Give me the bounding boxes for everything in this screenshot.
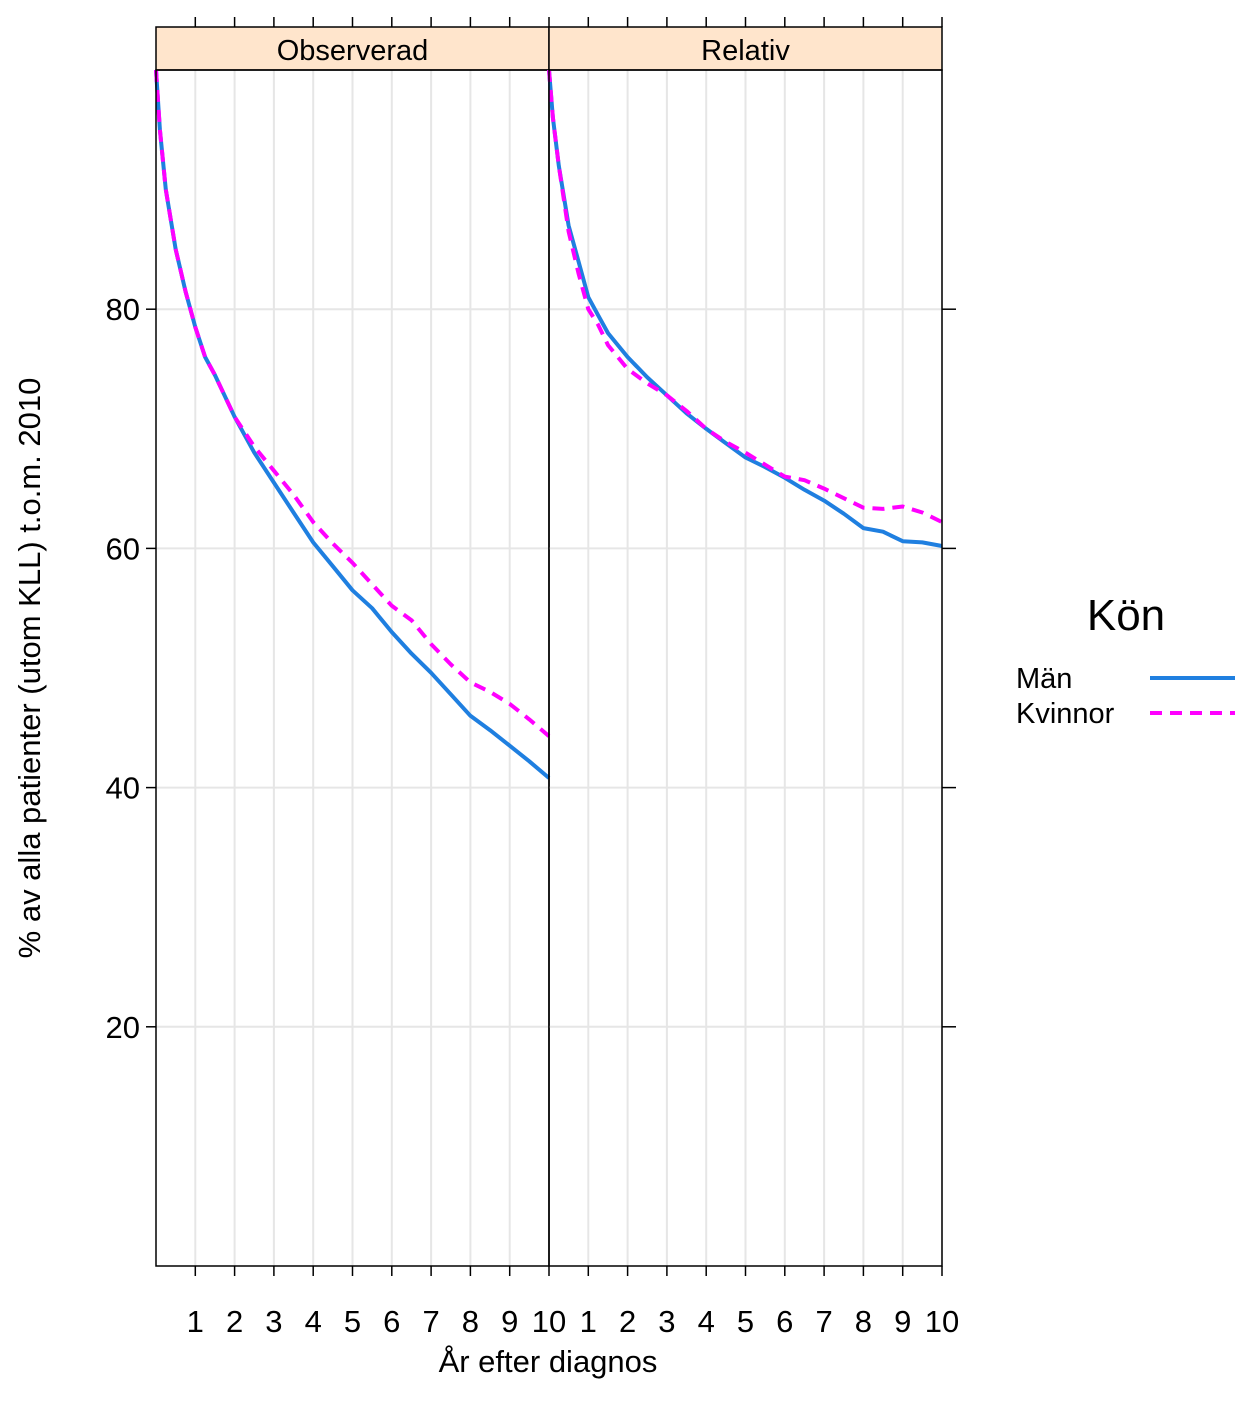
x-tick-label: 3 xyxy=(265,1304,282,1339)
x-tick-label: 8 xyxy=(462,1304,479,1339)
x-tick-label: 4 xyxy=(698,1304,715,1339)
panel-1: Observerad 1 2 3 4 5 6 7 8 9 10 xyxy=(154,17,566,1339)
x-tick-label: 2 xyxy=(619,1304,636,1339)
panel-strip xyxy=(548,26,943,71)
x-tick-label: 7 xyxy=(422,1304,439,1339)
legend-label: Kvinnor xyxy=(1016,698,1115,730)
x-tick-label: 8 xyxy=(855,1304,872,1339)
y-tick-label: 20 xyxy=(106,1010,140,1045)
y-tick-label: 40 xyxy=(106,771,140,806)
x-tick-label: 5 xyxy=(737,1304,754,1339)
panel-title: Observerad xyxy=(277,35,429,67)
x-tick-label: 10 xyxy=(532,1304,566,1339)
legend-label: Män xyxy=(1016,663,1072,695)
x-tick-label: 4 xyxy=(305,1304,322,1339)
y-tick-label: 80 xyxy=(106,292,140,327)
x-tick-label: 3 xyxy=(658,1304,675,1339)
series-line-kvinnor xyxy=(154,69,551,738)
series-line-kvinnor xyxy=(547,69,943,524)
x-tick-label: 7 xyxy=(815,1304,832,1339)
x-tick-label: 2 xyxy=(226,1304,243,1339)
x-tick-label: 9 xyxy=(501,1304,518,1339)
y-axis-title: % av alla patienter (utom KLL) t.o.m. 20… xyxy=(12,378,47,959)
x-tick-label: 1 xyxy=(580,1304,597,1339)
x-tick-label: 5 xyxy=(344,1304,361,1339)
x-tick-label: 1 xyxy=(187,1304,204,1339)
panel-title: Relativ xyxy=(701,35,790,67)
x-axis-title: År efter diagnos xyxy=(439,1344,658,1379)
series-line-man xyxy=(547,69,943,548)
x-tick-label: 9 xyxy=(894,1304,911,1339)
legend-title: Kön xyxy=(1087,591,1165,640)
y-tick-label: 60 xyxy=(106,531,140,566)
panel-2: Relativ 1 2 3 4 5 6 7 8 9 10 xyxy=(547,17,959,1339)
x-tick-label: 10 xyxy=(925,1304,959,1339)
panel-strip xyxy=(155,26,550,71)
x-tick-label: 6 xyxy=(383,1304,400,1339)
x-tick-label: 6 xyxy=(776,1304,793,1339)
